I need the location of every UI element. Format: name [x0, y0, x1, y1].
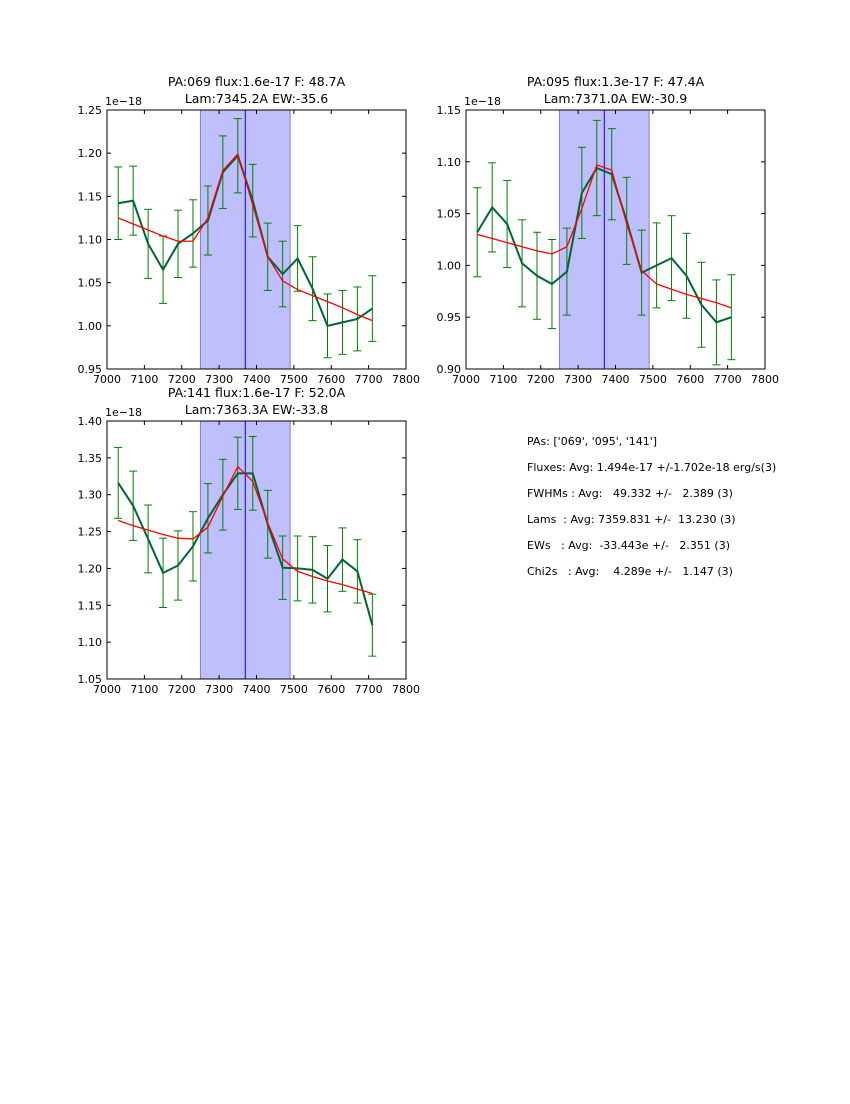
x-tick-label: 7600	[317, 373, 345, 386]
y-tick-label: 1.20	[78, 562, 103, 575]
y-tick-label: 1.40	[78, 415, 103, 428]
x-tick-label: 7600	[676, 373, 704, 386]
y-tick-label: 1.05	[78, 277, 103, 290]
x-tick-label: 7600	[317, 683, 345, 696]
x-tick-label: 7200	[168, 683, 196, 696]
x-tick-label: 7000	[93, 683, 121, 696]
y-offset-label: 1e−18	[105, 406, 142, 419]
x-tick-label: 7300	[205, 683, 233, 696]
summary-chi2s: Chi2s : Avg: 4.289e +/- 1.147 (3)	[527, 565, 733, 578]
error-bar	[114, 447, 123, 519]
series-fit-line	[477, 164, 732, 309]
y-tick-label: 1.25	[78, 104, 103, 117]
summary-ews: EWs : Avg: -33.443e +/- 2.351 (3)	[527, 539, 730, 552]
y-tick-label: 1.05	[78, 673, 103, 686]
y-tick-label: 1.10	[78, 636, 103, 649]
x-tick-label: 7200	[527, 373, 555, 386]
series-fit-line	[118, 465, 373, 595]
x-tick-label: 7300	[205, 373, 233, 386]
summary-lams: Lams : Avg: 7359.831 +/- 13.230 (3)	[527, 513, 736, 526]
y-tick-label: 1.00	[78, 320, 103, 333]
y-tick-label: 1.15	[78, 190, 103, 203]
subplot-2: PA:095 flux:1.3e-17 F: 47.4A Lam:7371.0A …	[437, 74, 780, 386]
y-tick-label: 0.95	[437, 311, 462, 324]
series-fit-line	[117, 152, 373, 322]
y-tick-label: 0.90	[437, 363, 462, 376]
x-tick-label: 7800	[392, 683, 420, 696]
summary-fluxes: Fluxes: Avg: 1.494e-17 +/-1.702e-18 erg/…	[527, 461, 777, 474]
y-tick-label: 1.25	[78, 526, 103, 539]
plot-title-line2: Lam:7363.3A EW:-33.8	[185, 402, 328, 417]
x-tick-label: 7800	[751, 373, 779, 386]
summary-pas: PAs: ['069', '095', '141']	[527, 435, 658, 448]
x-tick-label: 7200	[168, 373, 196, 386]
x-tick-label: 7700	[714, 373, 742, 386]
x-tick-label: 7800	[392, 373, 420, 386]
error-bar	[368, 275, 377, 342]
x-tick-label: 7700	[355, 683, 383, 696]
x-tick-label: 7400	[243, 373, 271, 386]
plot-title-line1: PA:069 flux:1.6e-17 F: 48.7A	[168, 74, 346, 89]
subplot-3: PA:141 flux:1.6e-17 F: 52.0A Lam:7363.3A …	[78, 385, 421, 696]
x-tick-label: 7500	[639, 373, 667, 386]
y-tick-label: 1.00	[437, 259, 462, 272]
x-tick-label: 7000	[93, 373, 121, 386]
y-tick-label: 1.05	[437, 208, 462, 221]
series-data-line	[476, 166, 732, 324]
y-tick-label: 1.15	[78, 599, 103, 612]
y-tick-label: 1.10	[78, 234, 103, 247]
x-tick-label: 7500	[280, 683, 308, 696]
y-tick-label: 0.95	[78, 363, 103, 376]
y-offset-label: 1e−18	[105, 95, 142, 108]
plot-title-line1: PA:141 flux:1.6e-17 F: 52.0A	[168, 385, 346, 400]
x-tick-label: 7500	[280, 373, 308, 386]
x-tick-label: 7400	[602, 373, 630, 386]
plot-title-line2: Lam:7345.2A EW:-35.6	[185, 91, 328, 106]
x-tick-label: 7300	[564, 373, 592, 386]
y-tick-label: 1.35	[78, 452, 103, 465]
x-tick-label: 7100	[489, 373, 517, 386]
y-offset-label: 1e−18	[464, 95, 501, 108]
x-tick-label: 7700	[355, 373, 383, 386]
summary-panel: PAs: ['069', '095', '141'] Fluxes: Avg: …	[527, 435, 776, 591]
x-tick-label: 7400	[243, 683, 271, 696]
x-tick-label: 7100	[130, 683, 158, 696]
x-tick-label: 7000	[452, 373, 480, 386]
plot-title-line2: Lam:7371.0A EW:-30.9	[544, 91, 687, 106]
plot-title-line1: PA:095 flux:1.3e-17 F: 47.4A	[527, 74, 705, 89]
x-tick-label: 7100	[130, 373, 158, 386]
y-tick-label: 1.20	[78, 147, 103, 160]
subplot-1: PA:069 flux:1.6e-17 F: 48.7A Lam:7345.2A …	[78, 74, 421, 386]
summary-fwhms: FWHMs : Avg: 49.332 +/- 2.389 (3)	[527, 487, 733, 500]
y-tick-label: 1.10	[437, 156, 462, 169]
y-tick-label: 1.30	[78, 489, 103, 502]
y-tick-label: 1.15	[437, 104, 462, 117]
